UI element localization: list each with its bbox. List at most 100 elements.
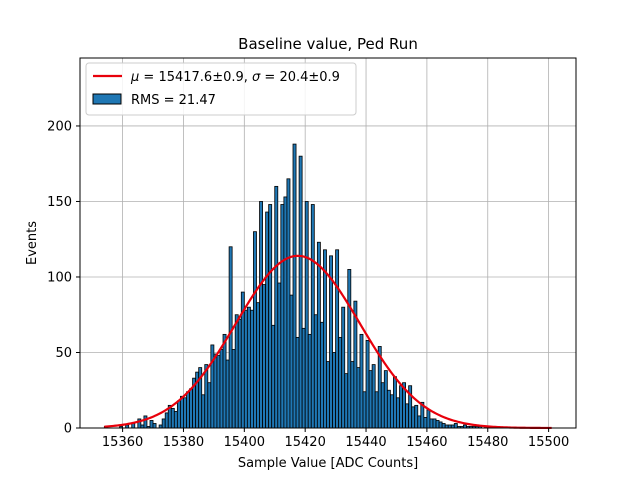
legend-histogram-swatch xyxy=(92,93,122,105)
legend-mu-value: = 15417.6±0.9, xyxy=(139,70,252,85)
histogram-bar xyxy=(201,394,206,429)
y-tick-label: 150 xyxy=(47,195,72,210)
histogram-bar xyxy=(335,249,340,429)
histogram-bar xyxy=(243,309,248,429)
histogram-bar xyxy=(313,314,318,429)
histogram-bar xyxy=(383,370,388,429)
histogram-bar xyxy=(268,204,273,429)
histogram-bar xyxy=(186,391,190,429)
histogram-bar xyxy=(310,204,315,429)
histogram-bar xyxy=(271,324,276,429)
legend: μ = 15417.6±0.9, σ = 20.4±0.9 RMS = 21.4… xyxy=(85,62,357,116)
histogram-bar xyxy=(274,185,279,429)
histogram-bar xyxy=(228,246,233,429)
histogram-bar xyxy=(423,417,428,429)
legend-sigma-value: = 20.4±0.9 xyxy=(260,70,340,85)
histogram-bar xyxy=(265,211,270,429)
histogram-bar xyxy=(319,321,324,429)
histogram-bar xyxy=(250,309,254,429)
histogram-bar xyxy=(396,397,400,429)
histogram-bar xyxy=(170,407,175,429)
y-axis-ticks: 0 50 100 150 200 xyxy=(47,119,80,437)
y-axis-label: Events xyxy=(25,221,40,265)
histogram-bar xyxy=(362,391,367,429)
histogram-bar xyxy=(359,333,364,429)
histogram-bar xyxy=(253,231,257,429)
legend-box xyxy=(85,62,357,116)
y-tick-label: 50 xyxy=(55,346,72,361)
y-tick-label: 200 xyxy=(47,119,72,134)
histogram-bar xyxy=(356,367,361,429)
histogram-bar xyxy=(441,423,446,429)
histogram-bar xyxy=(204,364,209,429)
histogram-bar xyxy=(292,143,297,429)
histogram-bar xyxy=(149,420,154,429)
histogram-bar xyxy=(365,340,370,429)
x-tick-label: 15500 xyxy=(528,435,569,450)
histogram-bar xyxy=(289,294,294,429)
histogram-bar xyxy=(350,361,355,429)
histogram-bar xyxy=(246,306,251,429)
histogram-bar xyxy=(405,403,410,429)
histogram-bar xyxy=(389,394,394,429)
x-tick-label: 15440 xyxy=(345,435,386,450)
x-tick-label: 15380 xyxy=(163,435,204,450)
histogram-bar xyxy=(338,336,343,429)
histogram-bar xyxy=(280,204,285,429)
histogram-bar xyxy=(353,300,358,429)
histogram-bar xyxy=(316,241,321,429)
histogram-bar xyxy=(435,420,440,429)
histogram-bar xyxy=(277,282,282,429)
x-axis-ticks: 15360 15380 15400 15420 15440 15460 15480 15500 xyxy=(102,428,569,450)
histogram-bar xyxy=(259,201,263,429)
histogram-bar xyxy=(304,201,309,429)
histogram-bar xyxy=(371,364,376,429)
histogram-bar xyxy=(380,382,385,429)
legend-histogram-label: RMS = 21.47 xyxy=(131,93,216,108)
histogram-bar xyxy=(344,373,349,429)
histogram-bar xyxy=(176,400,181,429)
legend-sigma-symbol: σ xyxy=(252,70,261,85)
histogram-bar xyxy=(143,415,148,429)
histogram-bar xyxy=(183,397,187,429)
x-tick-label: 15480 xyxy=(467,435,508,450)
histogram-bar xyxy=(164,412,169,429)
plot-frame xyxy=(79,57,577,429)
histogram-bar xyxy=(152,423,157,429)
histogram-bar xyxy=(173,410,178,429)
gaussian-fit xyxy=(104,254,552,430)
histogram-bar xyxy=(286,178,291,429)
histogram-bar xyxy=(411,406,416,429)
histogram-bar xyxy=(429,418,434,429)
chart-title: Baseline value, Ped Run xyxy=(238,35,418,53)
histogram-bar xyxy=(219,349,224,429)
histogram-bar xyxy=(399,385,403,429)
histogram-bar xyxy=(307,333,312,429)
histogram-bar xyxy=(283,196,288,429)
x-tick-label: 15420 xyxy=(284,435,325,450)
histogram-bar xyxy=(256,302,260,429)
histogram-bar xyxy=(231,349,236,429)
histogram-bar xyxy=(189,388,193,429)
x-axis-label: Sample Value [ADC Counts] xyxy=(238,456,418,471)
histogram-bar xyxy=(438,421,443,429)
histogram-bar xyxy=(262,284,267,429)
histogram-bar xyxy=(386,389,391,429)
histogram-bar xyxy=(180,395,184,429)
histogram-bar xyxy=(368,370,373,429)
histogram-bar xyxy=(210,344,215,429)
x-tick-label: 15460 xyxy=(406,435,447,450)
x-tick-label: 15360 xyxy=(102,435,143,450)
histogram-bar xyxy=(323,249,327,429)
histogram-bar xyxy=(234,314,239,429)
y-tick-label: 100 xyxy=(47,270,72,285)
histogram-bar xyxy=(161,418,166,429)
histogram-bar xyxy=(207,382,212,429)
histogram-bar xyxy=(326,361,330,429)
x-tick-label: 15400 xyxy=(224,435,265,450)
legend-mu-symbol: μ xyxy=(130,70,139,85)
fit-curve xyxy=(104,254,552,430)
histogram-bar xyxy=(453,423,458,429)
histogram-bar xyxy=(347,269,352,429)
